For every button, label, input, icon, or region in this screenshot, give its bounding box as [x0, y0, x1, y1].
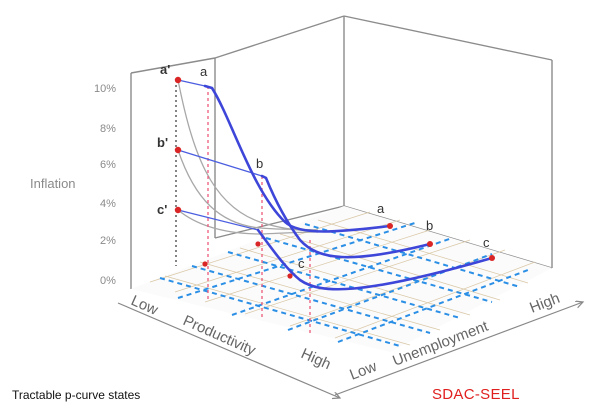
- floor-grid: [131, 206, 552, 352]
- productivity-axis-arrow: [117, 302, 340, 398]
- y-tick-label: 6%: [100, 159, 116, 171]
- marker-a-right: [387, 223, 393, 229]
- frame-top-back-edge: [214, 15, 345, 59]
- floor-plane: [131, 206, 552, 352]
- marker-floor: [202, 261, 208, 267]
- connector-b: [177, 149, 263, 177]
- label-a-top: a: [200, 64, 208, 79]
- marker-floor: [287, 273, 293, 279]
- connector-a: [177, 79, 206, 87]
- floor-grid-faint-lines: [149, 211, 536, 346]
- faint-grid-line: [174, 219, 401, 293]
- label-c-prime: c': [157, 202, 167, 217]
- marker-floor: [255, 241, 261, 247]
- red-markers: [174, 76, 495, 279]
- faint-grid-line: [149, 211, 371, 283]
- p-curves: [203, 84, 494, 291]
- floor-grid-blue-lines: [159, 221, 529, 347]
- blue-grid-line: [177, 221, 419, 299]
- marker-c-right: [489, 255, 495, 261]
- label-a-prime: a': [160, 62, 170, 77]
- point-labels: a' a b' b c' c a b c: [157, 62, 490, 271]
- connector-c: [177, 209, 259, 231]
- p-curve-a: [203, 84, 392, 233]
- y-tick-label: 10%: [94, 83, 116, 95]
- label-b-mid: b: [256, 156, 263, 171]
- marker-b-prime: [174, 146, 182, 154]
- blue-grid-line: [265, 237, 493, 303]
- marker-b-right: [427, 241, 433, 247]
- p-curve-b: [260, 174, 432, 259]
- y-tick-label: 4%: [100, 198, 116, 210]
- faint-grid-line: [164, 275, 411, 346]
- p-curve-c: [256, 228, 494, 291]
- y-axis-title: Inflation: [30, 176, 76, 191]
- faint-grid-line: [279, 233, 501, 301]
- unemployment-high-label: High: [527, 290, 562, 317]
- label-b-prime: b': [157, 135, 168, 150]
- frame-top-left-edge: [130, 57, 216, 74]
- unemployment-axis-arrow: [334, 302, 583, 396]
- productivity-high-label: High: [298, 345, 333, 373]
- y-tick-label: 0%: [100, 275, 116, 287]
- faint-grid-line: [334, 261, 536, 339]
- blue-grid-line: [159, 277, 401, 347]
- blue-grid-line: [304, 223, 521, 288]
- y-tick-label: 2%: [100, 235, 116, 247]
- red-projection-lines: [207, 86, 311, 333]
- axis-arrows: [117, 302, 583, 398]
- blue-grid-line: [337, 269, 529, 343]
- label-a-right: a: [377, 201, 385, 216]
- footer-brand: SDAC-SEEL: [432, 386, 520, 403]
- faint-grid-line: [239, 247, 471, 316]
- y-axis-ticks: 10% 8% 6% 4% 2% 0%: [94, 83, 116, 287]
- productivity-axis-title: Productivity: [180, 312, 258, 359]
- marker-c-prime: [174, 206, 182, 214]
- blue-grid-line: [227, 251, 461, 319]
- frame-top-right-edge: [343, 15, 553, 61]
- footer-caption: Tractable p-curve states: [12, 388, 141, 402]
- y-tick-label: 8%: [100, 123, 116, 135]
- blue-grid-line: [231, 237, 453, 316]
- faint-grid-line: [244, 239, 471, 315]
- marker-a-prime: [174, 76, 182, 84]
- label-c-floor: c: [298, 256, 305, 271]
- label-b-right: b: [426, 218, 433, 233]
- label-c-right: c: [483, 235, 490, 250]
- blue-connector-lines: [177, 79, 263, 231]
